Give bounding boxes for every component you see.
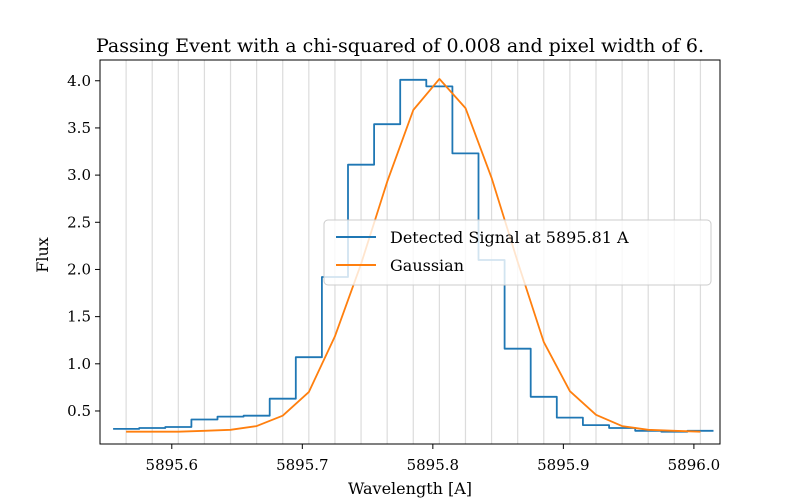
y-tick-label: 3.5 xyxy=(67,119,91,137)
chart-title: Passing Event with a chi-squared of 0.00… xyxy=(96,35,704,57)
y-axis-label: Flux xyxy=(33,237,52,273)
x-tick-label: 5896.0 xyxy=(668,456,721,474)
series-gaussian-line xyxy=(126,78,701,433)
legend-label: Gaussian xyxy=(390,256,464,275)
y-tick-label: 3.0 xyxy=(67,166,91,184)
x-tick-label: 5895.6 xyxy=(146,456,199,474)
y-tick-label: 0.5 xyxy=(67,402,91,420)
y-tick-label: 1.0 xyxy=(67,355,91,373)
plot-frame xyxy=(99,59,721,445)
x-axis-label: Wavelength [A] xyxy=(348,479,472,498)
x-tick-label: 5895.9 xyxy=(537,456,590,474)
legend-box xyxy=(323,219,712,286)
y-tick-label: 1.5 xyxy=(67,308,91,326)
legend-label: Detected Signal at 5895.81 A xyxy=(390,228,629,247)
y-tick-label: 2.5 xyxy=(67,213,91,231)
x-tick-label: 5895.7 xyxy=(276,456,329,474)
x-tick-label: 5895.8 xyxy=(407,456,460,474)
y-axis: 0.5 1.0 1.5 2.0 2.5 3.0 3.5 4.0 xyxy=(67,72,100,420)
y-tick-label: 2.0 xyxy=(67,260,91,278)
legend: Detected Signal at 5895.81 A Gaussian xyxy=(323,219,712,286)
y-tick-label: 4.0 xyxy=(67,72,91,90)
x-axis: 5895.6 5895.7 5895.8 5895.9 5896.0 xyxy=(146,444,721,474)
series-layer xyxy=(113,78,714,433)
series-detected-signal-line xyxy=(113,78,714,433)
